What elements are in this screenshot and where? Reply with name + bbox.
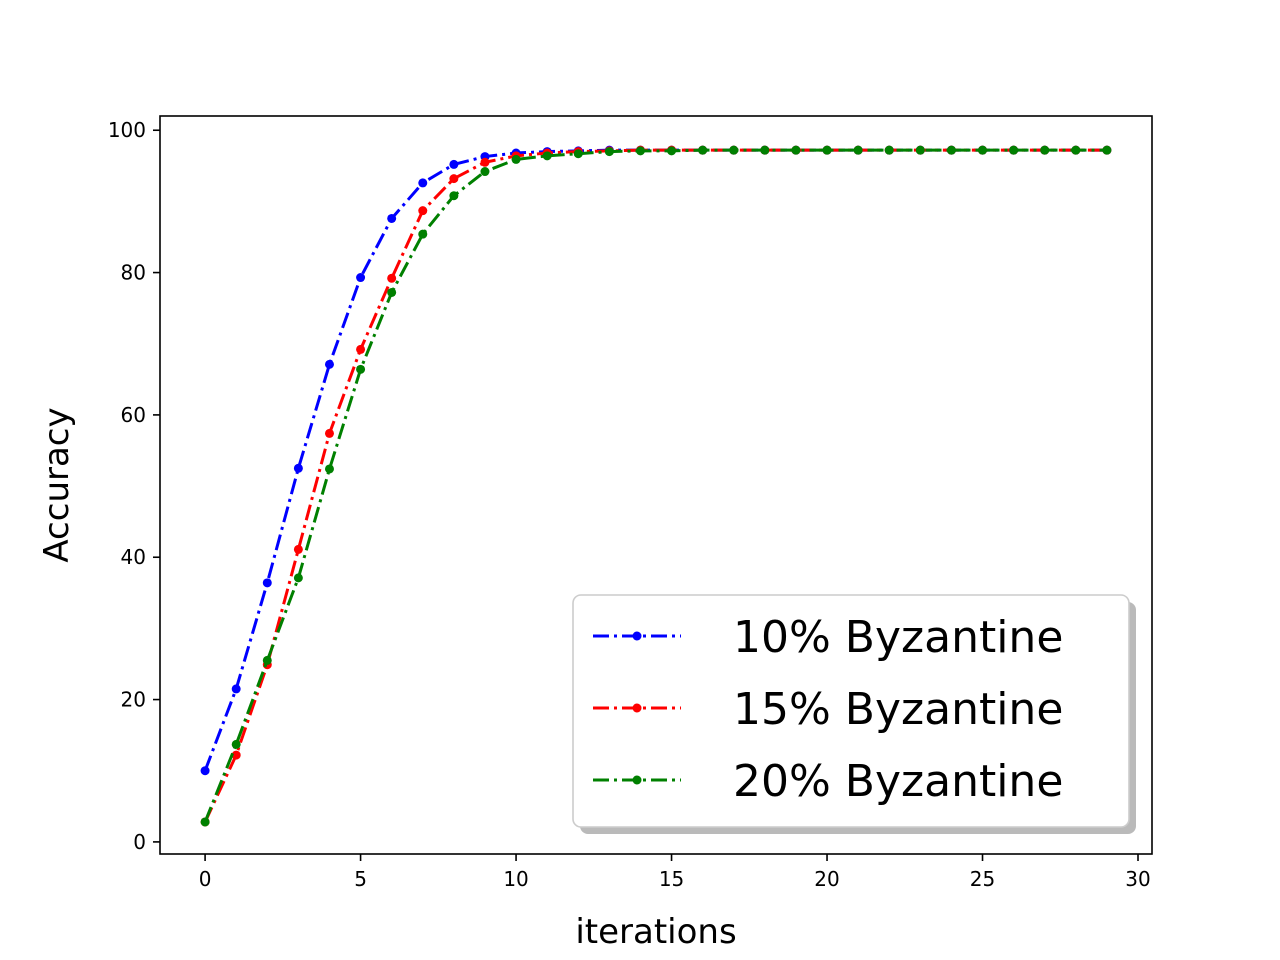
legend-marker [632,631,642,641]
data-point [356,344,366,354]
data-point [387,287,397,297]
legend-marker [632,775,642,785]
data-point [231,739,241,749]
data-point [760,145,770,155]
y-tick-label: 60 [121,403,146,427]
y-tick-label: 100 [108,118,146,142]
data-point [324,428,334,438]
x-tick-label: 5 [354,867,367,891]
legend-label: 15% Byzantine [733,684,1063,735]
x-tick-label: 0 [199,867,212,891]
data-point [449,191,459,201]
data-point [511,154,521,164]
data-point [200,766,210,776]
plot-frame [159,115,1153,855]
data-point [542,151,552,161]
data-point [449,174,459,184]
data-point [418,206,428,216]
data-point [418,178,428,188]
series-20-byzantine [200,145,1112,827]
data-point [480,167,490,177]
data-point [356,364,366,374]
data-point [915,145,925,155]
x-tick-label: 15 [659,867,684,891]
data-point [946,145,956,155]
legend-label: 20% Byzantine [733,756,1063,807]
data-point [293,463,303,473]
y-tick-label: 80 [121,261,146,285]
data-point [604,147,614,157]
legend-entry: 10% Byzantine [593,612,1063,663]
data-point [853,145,863,155]
x-tick-label: 25 [970,867,995,891]
x-tick-label: 30 [1125,867,1150,891]
data-point [978,145,988,155]
data-point [1071,145,1081,155]
data-point [293,544,303,554]
data-point [822,145,832,155]
series-layer [200,145,1112,827]
data-point [293,573,303,583]
data-point [324,359,334,369]
data-point [1009,145,1019,155]
data-point [1102,145,1112,155]
legend-entry: 15% Byzantine [593,684,1063,735]
legend-marker [632,703,642,713]
data-point [231,750,241,760]
y-axis-ticks: 0 20 40 60 80 100 [108,118,160,854]
series-line [203,148,1107,823]
legend-box [572,594,1130,828]
x-tick-label: 20 [814,867,839,891]
data-point [1040,145,1050,155]
x-axis-ticks: 0 5 10 15 20 25 30 [199,854,1151,891]
x-axis-label: iterations [575,912,736,952]
data-point [791,145,801,155]
data-point [418,229,428,239]
data-point [356,273,366,283]
data-point [231,684,241,694]
data-point [698,145,708,155]
legend: 10% Byzantine 15% Byzantine 20% Byzantine [572,594,1136,834]
data-point [480,157,490,167]
data-point [387,213,397,223]
y-tick-label: 0 [133,830,146,854]
data-point [573,149,583,159]
data-point [262,655,272,665]
y-tick-label: 40 [121,545,146,569]
legend-label: 10% Byzantine [733,612,1063,663]
x-tick-label: 10 [503,867,528,891]
data-point [667,146,677,156]
data-point [387,273,397,283]
data-point [324,464,334,474]
data-point [884,145,894,155]
data-point [635,146,645,156]
legend-entry: 20% Byzantine [593,756,1063,807]
y-tick-label: 20 [121,688,146,712]
data-point [200,817,210,827]
data-point [729,145,739,155]
y-axis-label: Accuracy [37,407,77,562]
data-point [449,159,459,169]
data-point [262,578,272,588]
